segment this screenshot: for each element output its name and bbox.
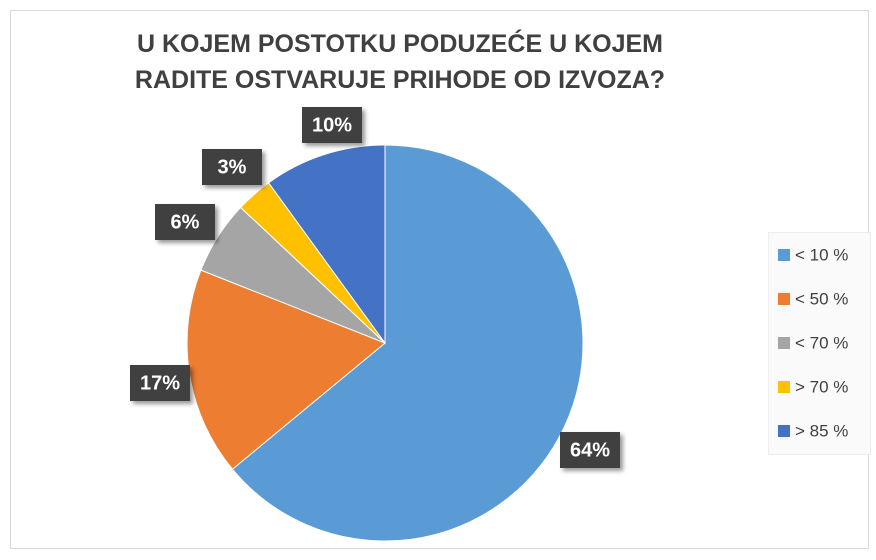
data-label-box <box>302 107 362 143</box>
pie-slice <box>231 144 584 542</box>
legend-swatch <box>778 293 790 305</box>
data-label-box <box>202 149 262 185</box>
legend-swatch <box>778 381 790 393</box>
legend-label: < 10 % <box>795 245 848 264</box>
data-label-box <box>155 204 215 240</box>
legend-swatch <box>778 249 790 261</box>
data-label: 17% <box>140 372 180 394</box>
data-label: 3% <box>218 156 247 178</box>
legend-swatch <box>778 337 790 349</box>
data-label-box <box>560 432 620 468</box>
chart-title: U KOJEM POSTOTKU PODUZEĆE U KOJEM RADITE… <box>134 30 666 94</box>
legend-swatch <box>778 425 790 437</box>
data-label-box <box>130 365 190 401</box>
data-label: 64% <box>570 439 610 461</box>
legend-label: < 50 % <box>795 289 848 308</box>
legend-label: > 70 % <box>795 377 848 396</box>
data-label: 6% <box>171 211 200 233</box>
data-label: 10% <box>312 114 352 136</box>
legend-label: < 70 % <box>795 333 848 352</box>
legend-label: > 85 % <box>795 421 848 440</box>
pie-slice <box>267 144 386 345</box>
